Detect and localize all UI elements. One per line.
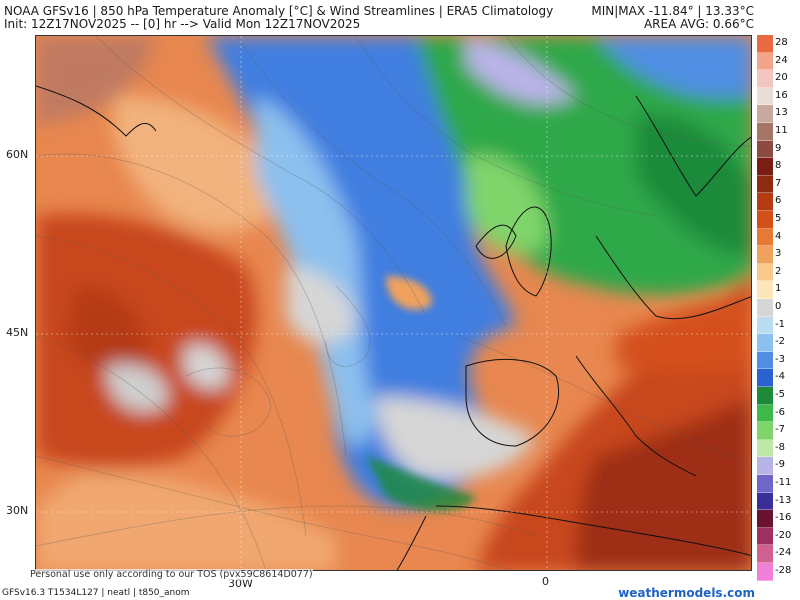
model-info: GFSv16.3 T1534L127 | neatl | t850_anom [2, 588, 190, 598]
colorbar-label: -2 [775, 336, 785, 348]
colorbar-label: 24 [775, 54, 788, 66]
colorbar-swatch [757, 123, 773, 141]
temperature-anomaly-map [35, 35, 752, 571]
colorbar-swatch [757, 351, 773, 370]
colorbar-swatch [757, 140, 773, 159]
colorbar-swatch [757, 457, 773, 475]
brand-link[interactable]: weathermodels.com [618, 586, 755, 600]
colorbar-label: 4 [775, 230, 782, 242]
wind-streamlines [36, 36, 751, 570]
colorbar-label: -1 [775, 318, 785, 330]
min-max-readout: MIN|MAX -11.84° | 13.33°C [591, 4, 754, 18]
colorbar-label: 9 [775, 142, 782, 154]
colorbar-label: -9 [775, 459, 785, 471]
tos-disclaimer: Personal use only according to our TOS (… [30, 569, 313, 580]
colorbar-swatch [757, 35, 773, 53]
colorbar-swatch [757, 211, 773, 229]
colorbar-label: -11 [775, 477, 792, 488]
colorbar-label: -16 [775, 512, 792, 524]
colorbar-swatch [757, 158, 773, 176]
colorbar-swatch [757, 492, 773, 511]
colorbar-label: -6 [775, 406, 785, 418]
colorbar-swatch [757, 193, 773, 211]
colorbar-swatch [757, 87, 773, 106]
colorbar-label: -7 [775, 424, 785, 436]
colorbar-swatch [757, 175, 773, 194]
colorbar-label: 1 [775, 283, 782, 295]
colorbar-swatch [757, 228, 773, 247]
colorbar-label: 0 [775, 301, 782, 312]
colorbar-swatch [757, 475, 773, 493]
colorbar [757, 35, 773, 586]
colorbar-label: 20 [775, 72, 788, 84]
colorbar-label: 8 [775, 160, 782, 172]
colorbar-label: -3 [775, 353, 785, 365]
colorbar-label: -13 [775, 494, 792, 506]
lat-label-45n: 45N [6, 326, 29, 339]
map-title: NOAA GFSv16 | 850 hPa Temperature Anomal… [4, 4, 554, 18]
colorbar-swatch [757, 52, 773, 71]
colorbar-swatch [757, 387, 773, 405]
graticule [36, 36, 751, 570]
colorbar-swatch [757, 299, 773, 317]
colorbar-label: 2 [775, 265, 782, 277]
init-valid-time: Init: 12Z17NOV2025 -- [0] hr --> Valid M… [4, 17, 361, 31]
colorbar-swatch [757, 281, 773, 299]
colorbar-swatch [757, 246, 773, 264]
colorbar-swatch [757, 527, 773, 546]
colorbar-swatch [757, 545, 773, 563]
area-average-readout: AREA AVG: 0.66°C [643, 17, 754, 31]
colorbar-label: 3 [775, 248, 782, 260]
colorbar-swatch [757, 563, 773, 581]
colorbar-swatch [757, 439, 773, 458]
lat-label-60n: 60N [6, 148, 29, 161]
colorbar-label: -28 [775, 565, 792, 576]
coastlines [36, 85, 751, 570]
colorbar-label: 28 [775, 37, 788, 48]
colorbar-label: 5 [775, 213, 782, 224]
colorbar-label: -20 [775, 529, 792, 541]
lat-label-30n: 30N [6, 504, 29, 517]
colorbar-swatch [757, 404, 773, 423]
colorbar-swatch [757, 334, 773, 352]
colorbar-label: -4 [775, 371, 785, 383]
colorbar-label: 16 [775, 89, 788, 101]
map-canvas [36, 36, 751, 570]
colorbar-swatch [757, 510, 773, 528]
colorbar-swatch [757, 70, 773, 88]
colorbar-label: 6 [775, 195, 782, 207]
colorbar-swatch [757, 105, 773, 123]
colorbar-label: -5 [775, 389, 785, 400]
colorbar-label: 7 [775, 177, 782, 189]
colorbar-label: -8 [775, 441, 785, 453]
colorbar-swatch [757, 316, 773, 335]
colorbar-swatch [757, 369, 773, 387]
colorbar-swatch [757, 263, 773, 282]
colorbar-swatch [757, 422, 773, 440]
lon-label-0: 0 [542, 575, 549, 588]
lon-label-30w: 30W [228, 577, 253, 590]
colorbar-label: 11 [775, 125, 788, 136]
colorbar-label: 13 [775, 107, 788, 119]
colorbar-label: -24 [775, 547, 792, 559]
